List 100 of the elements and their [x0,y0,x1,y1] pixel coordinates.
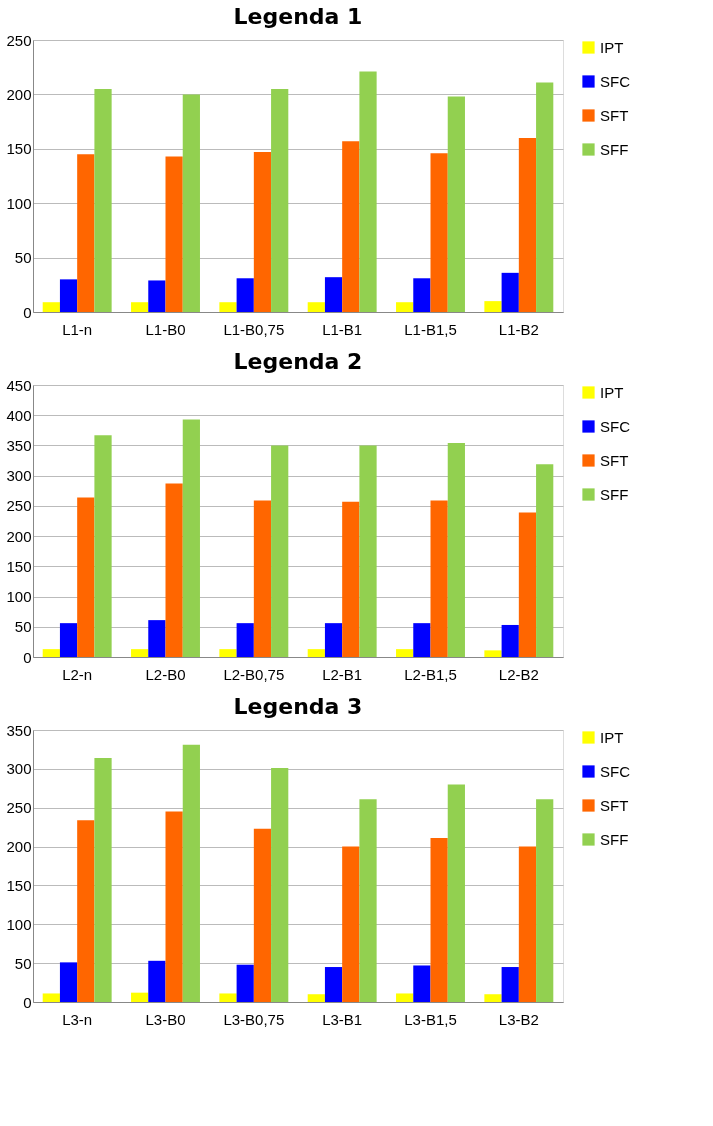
bar [396,302,414,312]
bar [59,279,78,312]
bar [236,278,254,312]
y-tick-label: 50 [14,618,32,636]
y-tick-label: 300 [6,760,32,778]
bar [307,302,325,312]
y-tick-label: 150 [6,140,32,158]
bar [447,96,465,312]
chart-title: Legenda 2 [233,349,363,374]
bar [447,443,465,657]
bar [271,88,289,312]
x-tick-label: L2-B0 [145,665,186,683]
y-tick-label: 200 [6,527,32,545]
y-tick-label: 50 [14,954,32,972]
x-tick-label: L3-B0,75 [223,1010,285,1028]
legend-label: SFT [600,451,629,469]
x-tick-label: L3-B2 [498,1010,539,1028]
bar [59,623,78,657]
bar [396,649,414,657]
bar [447,784,465,1002]
legend-label: SFF [600,140,629,158]
legend-label: IPT [600,728,624,746]
bar [501,967,519,1002]
y-tick-label: 350 [6,721,32,739]
y-tick-label: 350 [6,436,32,454]
bar [94,757,112,1002]
y-tick-label: 0 [23,648,32,666]
bar [430,500,448,657]
bar [236,623,254,657]
bar [359,799,377,1002]
bar [131,302,149,312]
bar [148,620,166,657]
bar [219,649,237,657]
bar [484,650,502,657]
bar [77,154,95,312]
legend-label: SFF [600,830,629,848]
y-tick-label: 0 [23,993,32,1011]
bar [430,153,448,312]
bar [165,483,183,657]
y-tick-label: 250 [6,799,32,817]
bar [342,141,360,312]
bar [253,500,272,657]
x-tick-label: L1-B1 [322,320,363,338]
x-tick-label: L1-B1,5 [404,320,457,338]
legend-label: SFT [600,106,629,124]
bar [413,278,431,312]
y-tick-label: 250 [6,497,32,515]
bar [536,464,554,657]
bar [501,624,519,657]
x-tick-label: L2-B1,5 [404,665,457,683]
bar [42,302,60,312]
bar [94,435,112,657]
x-tick-label: L1-B0 [145,320,186,338]
y-tick-label: 200 [6,838,32,856]
y-tick-label: 100 [6,588,32,606]
bar [518,846,537,1002]
y-tick-label: 150 [6,557,32,575]
bar [253,152,272,312]
bar [182,744,200,1002]
x-tick-label: L3-B0 [145,1010,186,1028]
bar [94,88,112,312]
bar [430,838,448,1002]
bar [253,828,272,1002]
bar [324,967,343,1002]
bar [396,993,414,1002]
x-tick-label: L3-B1 [322,1010,363,1028]
bar [42,649,60,657]
y-tick-label: 100 [6,915,32,933]
legend-label: IPT [600,383,624,401]
x-tick-label: L1-B0,75 [223,320,285,338]
bar [359,445,377,657]
y-tick-label: 100 [6,194,32,212]
y-tick-label: 200 [6,85,32,103]
bar [165,156,183,312]
bar [536,799,554,1002]
chart-title: Legenda 3 [233,694,363,719]
x-tick-label: L3-n [62,1010,93,1028]
x-tick-label: L2-B0,75 [223,665,285,683]
bar [359,71,377,312]
x-tick-label: L3-B1,5 [404,1010,457,1028]
bar [342,846,360,1002]
bar [42,993,60,1002]
bar [77,497,95,657]
bar [219,993,237,1002]
bar [148,280,166,312]
bar [271,768,289,1002]
bar [77,820,95,1002]
y-tick-label: 300 [6,467,32,485]
x-tick-label: L2-B1 [322,665,363,683]
legend-label: SFT [600,796,629,814]
legend-label: IPT [600,38,624,56]
bar [307,994,325,1002]
y-tick-label: 150 [6,876,32,894]
bar [413,965,431,1002]
y-tick-label: 400 [6,406,32,424]
bar [501,272,519,312]
legend-label: SFF [600,485,629,503]
x-tick-label: L2-n [62,665,93,683]
bar [518,137,537,312]
bar [413,623,431,657]
